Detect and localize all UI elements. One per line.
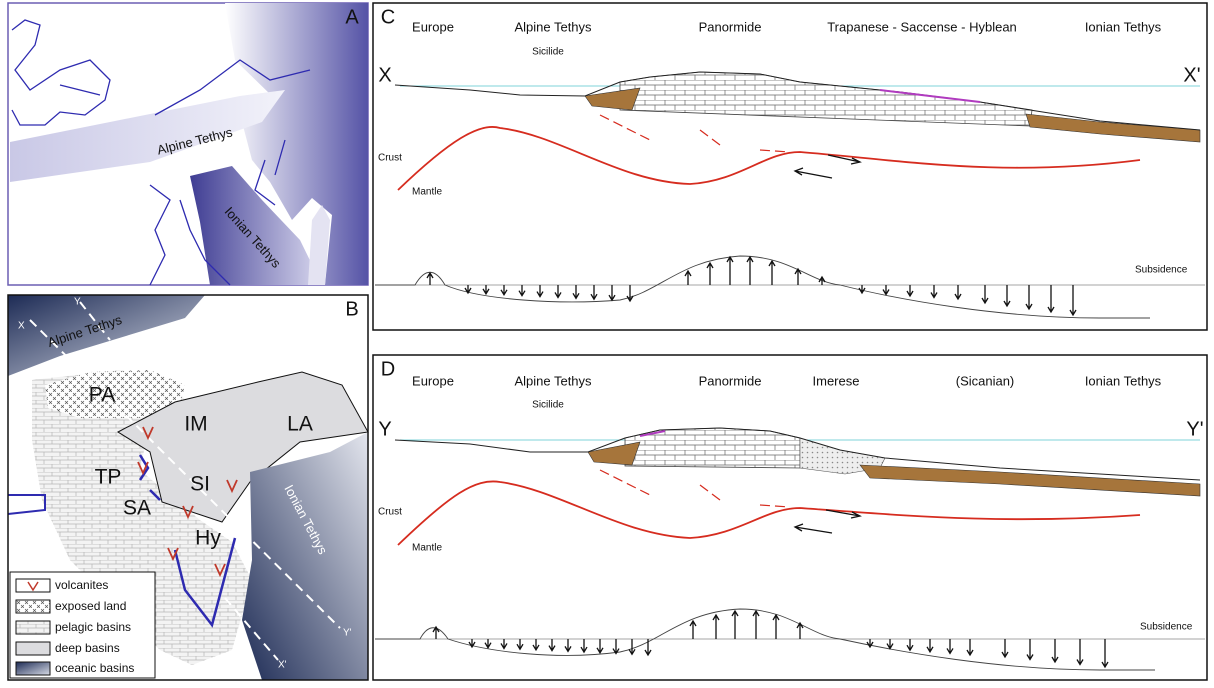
layer-label: Crust <box>378 153 402 164</box>
section-sublabel: Sicilide <box>532 400 564 411</box>
area-label: IM <box>184 413 207 436</box>
section-end: X <box>378 64 391 86</box>
section-header: Panormide <box>699 19 762 34</box>
area-label: Hy <box>195 527 221 550</box>
panel-d: D Europe Alpine Tethys Panormide Imerese… <box>373 355 1207 680</box>
legend: volcanites exposed land pelagic basins d… <box>10 572 155 678</box>
section-header: Imerese <box>813 373 860 388</box>
figure: A Alpine Tethys Ionian Tethys B X Y Alpi… <box>0 0 1214 683</box>
section-header: Ionian Tethys <box>1085 19 1162 34</box>
layer-label: Crust <box>378 507 402 518</box>
legend-label: pelagic basins <box>55 620 131 634</box>
panel-c: C Europe Alpine Tethys Panormide Trapane… <box>373 3 1207 330</box>
area-label: SA <box>123 497 151 520</box>
section-end: X' <box>1183 64 1200 86</box>
section-end: Y' <box>1186 418 1203 440</box>
legend-label: oceanic basins <box>55 661 134 675</box>
panel-b: B X Y Alpine Tethys PA IM LA TP SI SA Hy… <box>8 295 368 680</box>
panel-label: C <box>381 6 395 28</box>
section-header: Ionian Tethys <box>1085 373 1162 388</box>
trace-label: X <box>18 321 25 332</box>
legend-label: deep basins <box>55 641 120 655</box>
section-end: Y <box>378 418 391 440</box>
curve-label: Subsidence <box>1135 265 1188 276</box>
section-header: Alpine Tethys <box>514 19 592 34</box>
legend-swatch <box>16 662 50 675</box>
legend-swatch <box>16 600 50 613</box>
trace-label: Y <box>74 297 81 308</box>
layer-label: Mantle <box>412 187 442 198</box>
legend-swatch <box>16 642 50 655</box>
trace-label: Y' <box>343 628 352 639</box>
page: { "panel_a": {"label": "A", "alpine": "A… <box>0 0 1214 683</box>
section-header: Europe <box>412 19 454 34</box>
area-label: LA <box>287 413 313 436</box>
layer-label: Mantle <box>412 543 442 554</box>
section-header: (Sicanian) <box>956 373 1015 388</box>
legend-swatch <box>16 621 50 634</box>
area-label: PA <box>89 384 115 407</box>
section-header: Europe <box>412 373 454 388</box>
panel-label: B <box>345 298 358 320</box>
trace-label: X' <box>278 660 287 671</box>
panel-label: A <box>345 6 359 28</box>
area-label: SI <box>190 473 210 496</box>
legend-label: exposed land <box>55 599 126 613</box>
area-label: TP <box>95 466 122 489</box>
panel-a: A Alpine Tethys Ionian Tethys <box>8 3 368 285</box>
panel-label: D <box>381 358 395 380</box>
section-header: Panormide <box>699 373 762 388</box>
curve-label: Subsidence <box>1140 622 1193 633</box>
section-header: Trapanese - Saccense - Hyblean <box>827 19 1017 34</box>
legend-label: volcanites <box>55 578 108 592</box>
section-header: Alpine Tethys <box>514 373 592 388</box>
section-sublabel: Sicilide <box>532 47 564 58</box>
